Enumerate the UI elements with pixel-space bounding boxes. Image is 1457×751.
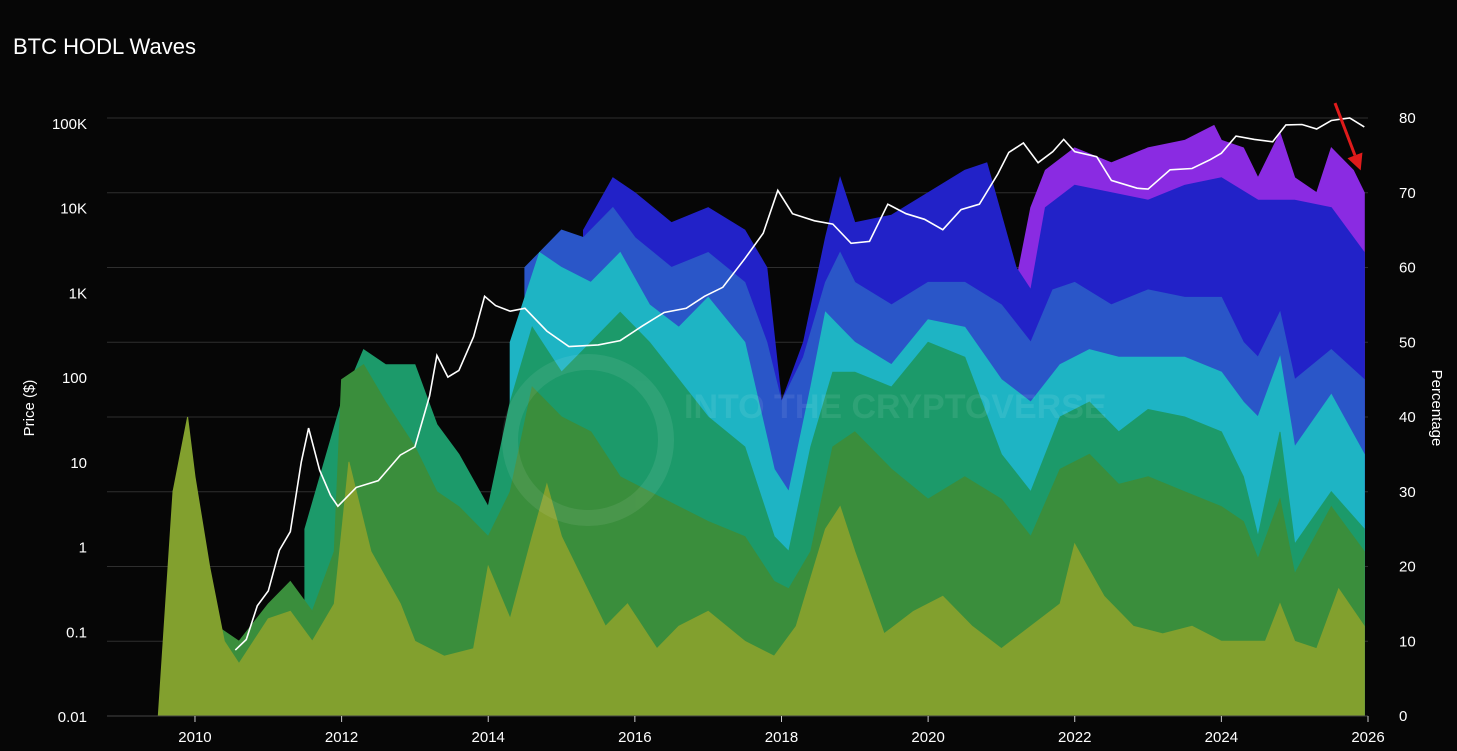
- annotation-arrow-shaft: [1333, 102, 1357, 156]
- y-left-tick-label: 100K: [52, 116, 87, 133]
- y-right-title: Percentage: [1428, 370, 1445, 447]
- y-right-tick-label: 10: [1399, 633, 1416, 650]
- watermark-text: INTO THE CRYPTOVERSE: [684, 388, 1107, 426]
- x-tick-label: 2024: [1205, 729, 1238, 746]
- y-left-tick-label: 10K: [60, 201, 87, 218]
- y-left-tick-label: 100: [62, 370, 87, 387]
- chart-title: BTC HODL Waves: [13, 34, 196, 59]
- x-tick-label: 2020: [911, 729, 944, 746]
- x-tick-label: 2026: [1351, 729, 1384, 746]
- x-tick-label: 2010: [178, 729, 211, 746]
- y-right-tick-label: 40: [1399, 409, 1416, 426]
- y-right-tick-label: 50: [1399, 334, 1416, 351]
- y-right-tick-label: 80: [1399, 110, 1416, 127]
- y-right-tick-label: 0: [1399, 708, 1407, 725]
- axis-layer: 0 10 20 30 40 50 60 70 80 0.01 0.1 1 10 100 1K 10K 100K 2…: [52, 110, 1416, 746]
- arrow-layer: [1333, 102, 1363, 171]
- x-tick-label: 2014: [472, 729, 505, 746]
- y-right-tick-label: 60: [1399, 260, 1416, 277]
- hodl-band-6: [157, 416, 1365, 716]
- x-tick-label: 2022: [1058, 729, 1091, 746]
- x-tick-label: 2018: [765, 729, 798, 746]
- x-tick-label: 2012: [325, 729, 358, 746]
- y-right-tick-label: 70: [1399, 185, 1416, 202]
- y-left-tick-label: 0.01: [58, 709, 87, 726]
- watermark: INTO THE CRYPTOVERSE: [502, 354, 1107, 526]
- y-left-title: Price ($): [21, 380, 38, 437]
- x-tick-label: 2016: [618, 729, 651, 746]
- y-right-tick-label: 20: [1399, 559, 1416, 576]
- area-layer: [157, 124, 1365, 716]
- y-left-tick-label: 0.1: [66, 624, 87, 641]
- y-left-tick-label: 1: [79, 540, 87, 557]
- annotation-arrow-head: [1347, 152, 1363, 171]
- y-right-tick-label: 30: [1399, 484, 1416, 501]
- price-layer: [234, 117, 1365, 651]
- price-line: [234, 117, 1365, 651]
- y-left-tick-label: 10: [70, 455, 87, 472]
- y-left-tick-label: 1K: [69, 285, 87, 302]
